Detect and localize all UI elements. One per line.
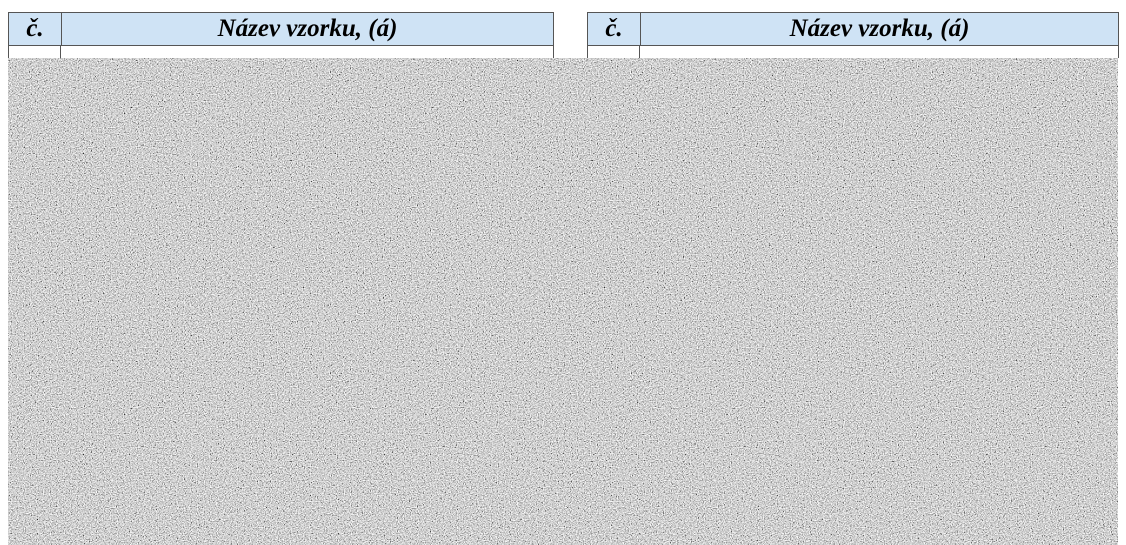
header-cell: Název vzorku, (á) — [789, 15, 970, 42]
border — [8, 46, 9, 58]
noise — [8, 58, 1118, 545]
header-cell: č. — [588, 13, 641, 45]
border — [1118, 46, 1119, 58]
table-header: č. Název vzorku, (á) — [8, 12, 554, 46]
border — [553, 46, 554, 58]
border — [587, 46, 588, 58]
border — [639, 46, 640, 58]
noise-image — [8, 58, 1118, 545]
border — [60, 46, 61, 58]
header-cell: č. — [9, 13, 62, 45]
header-cell: Název vzorku, (á) — [217, 15, 398, 42]
table-header: č. Název vzorku, (á) — [587, 12, 1119, 46]
